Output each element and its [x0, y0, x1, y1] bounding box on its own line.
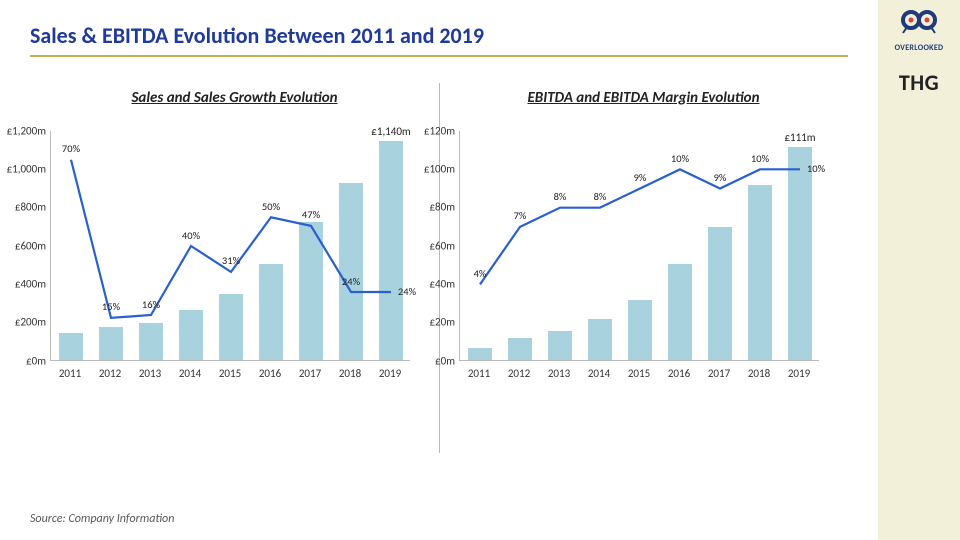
bar: [379, 141, 403, 360]
y-axis-label: £0m: [0, 354, 46, 367]
bar: [139, 323, 163, 359]
line-point-label: 24%: [342, 275, 360, 288]
chart-left-title: Sales and Sales Growth Evolution: [42, 89, 427, 107]
y-axis-label: £100m: [403, 162, 455, 175]
thg-logo: THG: [899, 69, 939, 96]
x-axis-label: 2019: [779, 367, 819, 380]
y-axis-label: £40m: [403, 277, 455, 290]
x-axis-label: 2013: [130, 367, 170, 380]
chart-left-plot: 70%15%16%40%31%50%47%24%24%£1,140m £0m£2…: [50, 131, 410, 391]
x-axis-label: 2014: [579, 367, 619, 380]
chart-left-col: Sales and Sales Growth Evolution 70% 15% 1…: [30, 83, 439, 391]
x-axis-label: 2015: [210, 367, 250, 380]
line-point-label: 31%: [222, 254, 240, 267]
x-axis-label: 2016: [659, 367, 699, 380]
overlooked-logo: [899, 10, 939, 39]
y-axis-label: £1,000m: [0, 162, 46, 175]
y-axis-label: £600m: [0, 239, 46, 252]
y-axis-label: £1,200m: [0, 124, 46, 137]
bar: [259, 264, 283, 360]
x-axis-label: 2014: [170, 367, 210, 380]
charts-row: Sales and Sales Growth Evolution 70% 15% 1…: [30, 83, 848, 391]
line-point-label: 10%: [751, 152, 769, 165]
chart-right-plot: 4%7%8%8%9%10%9%10%10%£111m £0m£20m£40m£6…: [459, 131, 819, 391]
line-point-label: 10%: [807, 162, 825, 175]
x-axis-label: 2011: [459, 367, 499, 380]
bar: [179, 310, 203, 360]
line-point-label: 50%: [262, 200, 280, 213]
x-axis-label: 2015: [619, 367, 659, 380]
page-title: Sales & EBITDA Evolution Between 2011 an…: [30, 22, 848, 49]
bar: [59, 333, 83, 360]
bar: [339, 183, 363, 359]
overlooked-label: OVERLOOKED: [895, 43, 944, 53]
y-axis-label: £0m: [403, 354, 455, 367]
y-axis-label: £120m: [403, 124, 455, 137]
title-rule: [30, 55, 848, 57]
line-point-label: 9%: [634, 171, 647, 184]
bar: [468, 348, 492, 360]
line-point-label: 40%: [182, 229, 200, 242]
y-axis-label: £20m: [403, 316, 455, 329]
bar: [628, 300, 652, 359]
bar: [508, 338, 532, 359]
line-point-label: 7%: [514, 209, 527, 222]
line-point-label: 47%: [302, 208, 320, 221]
x-axis-label: 2012: [499, 367, 539, 380]
brand-sidebar: OVERLOOKED THG: [878, 0, 960, 540]
x-axis-label: 2016: [250, 367, 290, 380]
bar: [219, 294, 243, 359]
main-content: Sales & EBITDA Evolution Between 2011 an…: [0, 0, 878, 540]
bar: [299, 222, 323, 360]
bar: [99, 327, 123, 360]
x-axis-label: 2012: [90, 367, 130, 380]
x-axis-label: 2018: [739, 367, 779, 380]
bar: [748, 185, 772, 359]
x-axis-label: 2017: [699, 367, 739, 380]
bar: [788, 147, 812, 360]
y-axis-label: £400m: [0, 277, 46, 290]
bar: [548, 331, 572, 360]
x-axis-label: 2013: [539, 367, 579, 380]
chart-left-grid: 70%15%16%40%31%50%47%24%24%£1,140m: [50, 131, 410, 361]
chart-right-col: EBITDA and EBITDA Margin Evolution 4% 7% 8…: [439, 83, 848, 391]
x-axis-label: 2019: [370, 367, 410, 380]
bar-callout: £111m: [784, 131, 815, 144]
line-point-label: 16%: [142, 298, 160, 311]
source-note: Source: Company Information: [30, 512, 174, 526]
line-point-label: 10%: [671, 152, 689, 165]
line-point-label: 9%: [714, 171, 727, 184]
x-axis-label: 2018: [330, 367, 370, 380]
y-axis-label: £800m: [0, 201, 46, 214]
x-axis-label: 2011: [50, 367, 90, 380]
line-point-label: 15%: [102, 300, 120, 313]
bar: [708, 227, 732, 359]
line-point-label: 8%: [594, 190, 607, 203]
line-point-label: 70%: [62, 142, 80, 155]
x-axis-label: 2017: [290, 367, 330, 380]
line-point-label: 4%: [474, 267, 487, 280]
y-axis-label: £80m: [403, 201, 455, 214]
y-axis-label: £200m: [0, 316, 46, 329]
chart-right-title: EBITDA and EBITDA Margin Evolution: [451, 89, 836, 107]
line-point-label: 8%: [554, 190, 567, 203]
chart-right-grid: 4%7%8%8%9%10%9%10%10%£111m: [459, 131, 819, 361]
center-divider: [439, 83, 440, 453]
y-axis-label: £60m: [403, 239, 455, 252]
bar: [668, 264, 692, 360]
bar: [588, 319, 612, 359]
